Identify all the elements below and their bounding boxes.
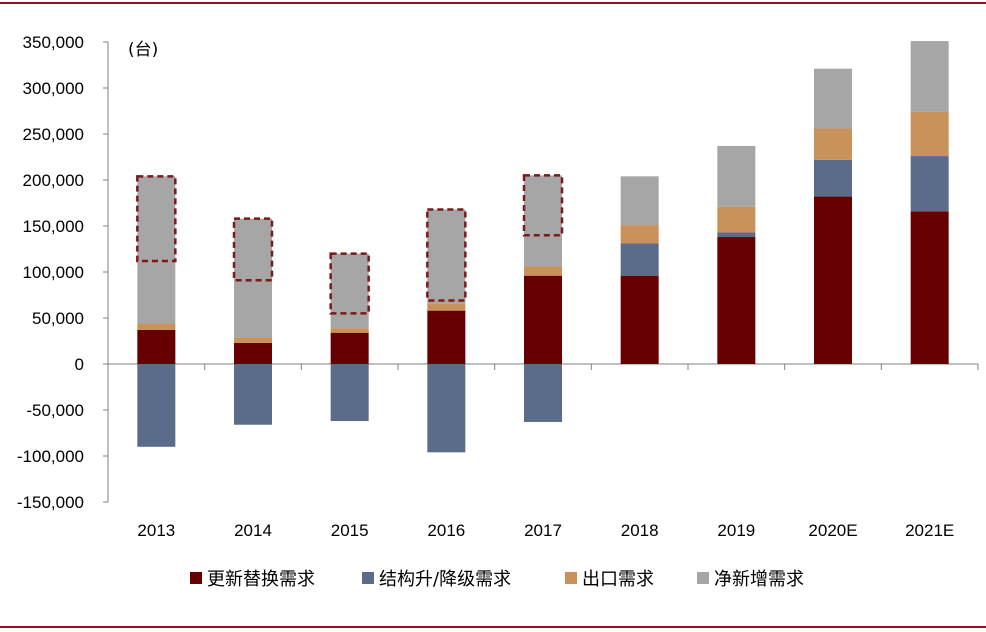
legend-label: 更新替换需求 (207, 569, 315, 590)
highlight-boxes (136, 174, 564, 315)
bar-segment (524, 275, 562, 364)
x-tick-label: 2018 (621, 521, 659, 540)
bar-segment (717, 206, 756, 233)
y-axis: 350,000 300,000 250,000 200,000 150,000 100,0… (17, 33, 109, 512)
x-tick-label: 2019 (717, 521, 755, 540)
y-tick-label: -150,000 (17, 493, 84, 512)
x-tick-label: 2021E (905, 521, 954, 540)
legend-label: 出口需求 (582, 569, 654, 590)
bar-segment (717, 145, 756, 207)
bar-segment (137, 364, 176, 447)
bar-segment (137, 329, 176, 364)
bar-segment (427, 209, 466, 304)
x-tick-label: 2014 (234, 521, 272, 540)
y-tick-label: 250,000 (23, 125, 84, 144)
bar-segment (620, 225, 659, 244)
bar-segment (427, 303, 466, 311)
bar-segment (814, 159, 852, 197)
bar-segment (427, 310, 466, 364)
y-tick-label: -100,000 (17, 447, 84, 466)
y-tick-label: 350,000 (23, 33, 84, 52)
highlight-box (426, 208, 467, 302)
highlight-box (522, 174, 564, 237)
y-tick-label: 200,000 (23, 171, 84, 190)
legend-swatch (190, 572, 202, 584)
y-tick-label: 0 (75, 355, 84, 374)
bar-segment (330, 332, 369, 364)
legend-swatch (565, 572, 577, 584)
legend-label: 结构升/降级需求 (379, 569, 511, 590)
bar-segment (814, 196, 852, 364)
bar-segment (524, 175, 562, 267)
bar-segment (234, 364, 272, 425)
legend-swatch (362, 572, 374, 584)
highlight-box (136, 175, 177, 263)
bottom-rule (0, 626, 986, 628)
bar-segment (717, 237, 756, 364)
x-tick-label: 2017 (524, 521, 562, 540)
bar-segment (910, 111, 949, 157)
x-tick-label: 2013 (137, 521, 175, 540)
bar-segment (330, 253, 369, 329)
y-tick-label: -50,000 (26, 401, 84, 420)
bar-segment (910, 156, 949, 212)
legend: 更新替换需求 结构升/降级需求 出口需求 净新增需求 (190, 569, 804, 590)
bar-segment (330, 328, 369, 333)
bar-segment (330, 364, 369, 422)
bar-segment (137, 323, 176, 330)
bar-segment (717, 232, 756, 238)
top-rule (0, 2, 986, 4)
bar-segment (524, 364, 562, 422)
unit-label: (台) (128, 40, 158, 60)
bar-segment (234, 337, 272, 343)
y-tick-label: 50,000 (32, 309, 84, 328)
bar-segment (620, 243, 659, 276)
bar-segment (814, 128, 852, 160)
legend-label: 净新增需求 (714, 569, 804, 590)
bar-segment (524, 266, 562, 276)
legend-swatch (697, 572, 709, 584)
bar-segment (814, 68, 852, 129)
bar-segment (910, 211, 949, 364)
bar-segment (234, 218, 272, 338)
bar-segment (234, 342, 272, 364)
y-tick-label: 100,000 (23, 263, 84, 282)
y-tick-label: 150,000 (23, 217, 84, 236)
x-tick-label: 2020E (808, 521, 857, 540)
y-tick-label: 300,000 (23, 79, 84, 98)
bar-segment (620, 176, 659, 226)
highlight-box (329, 252, 370, 315)
x-tick-label: 2015 (331, 521, 369, 540)
bar-segment (427, 364, 466, 453)
bar-segment (620, 275, 659, 364)
x-tick-label: 2016 (427, 521, 465, 540)
bar-series (137, 41, 949, 453)
bar-segment (137, 176, 176, 324)
bar-segment (910, 41, 949, 112)
